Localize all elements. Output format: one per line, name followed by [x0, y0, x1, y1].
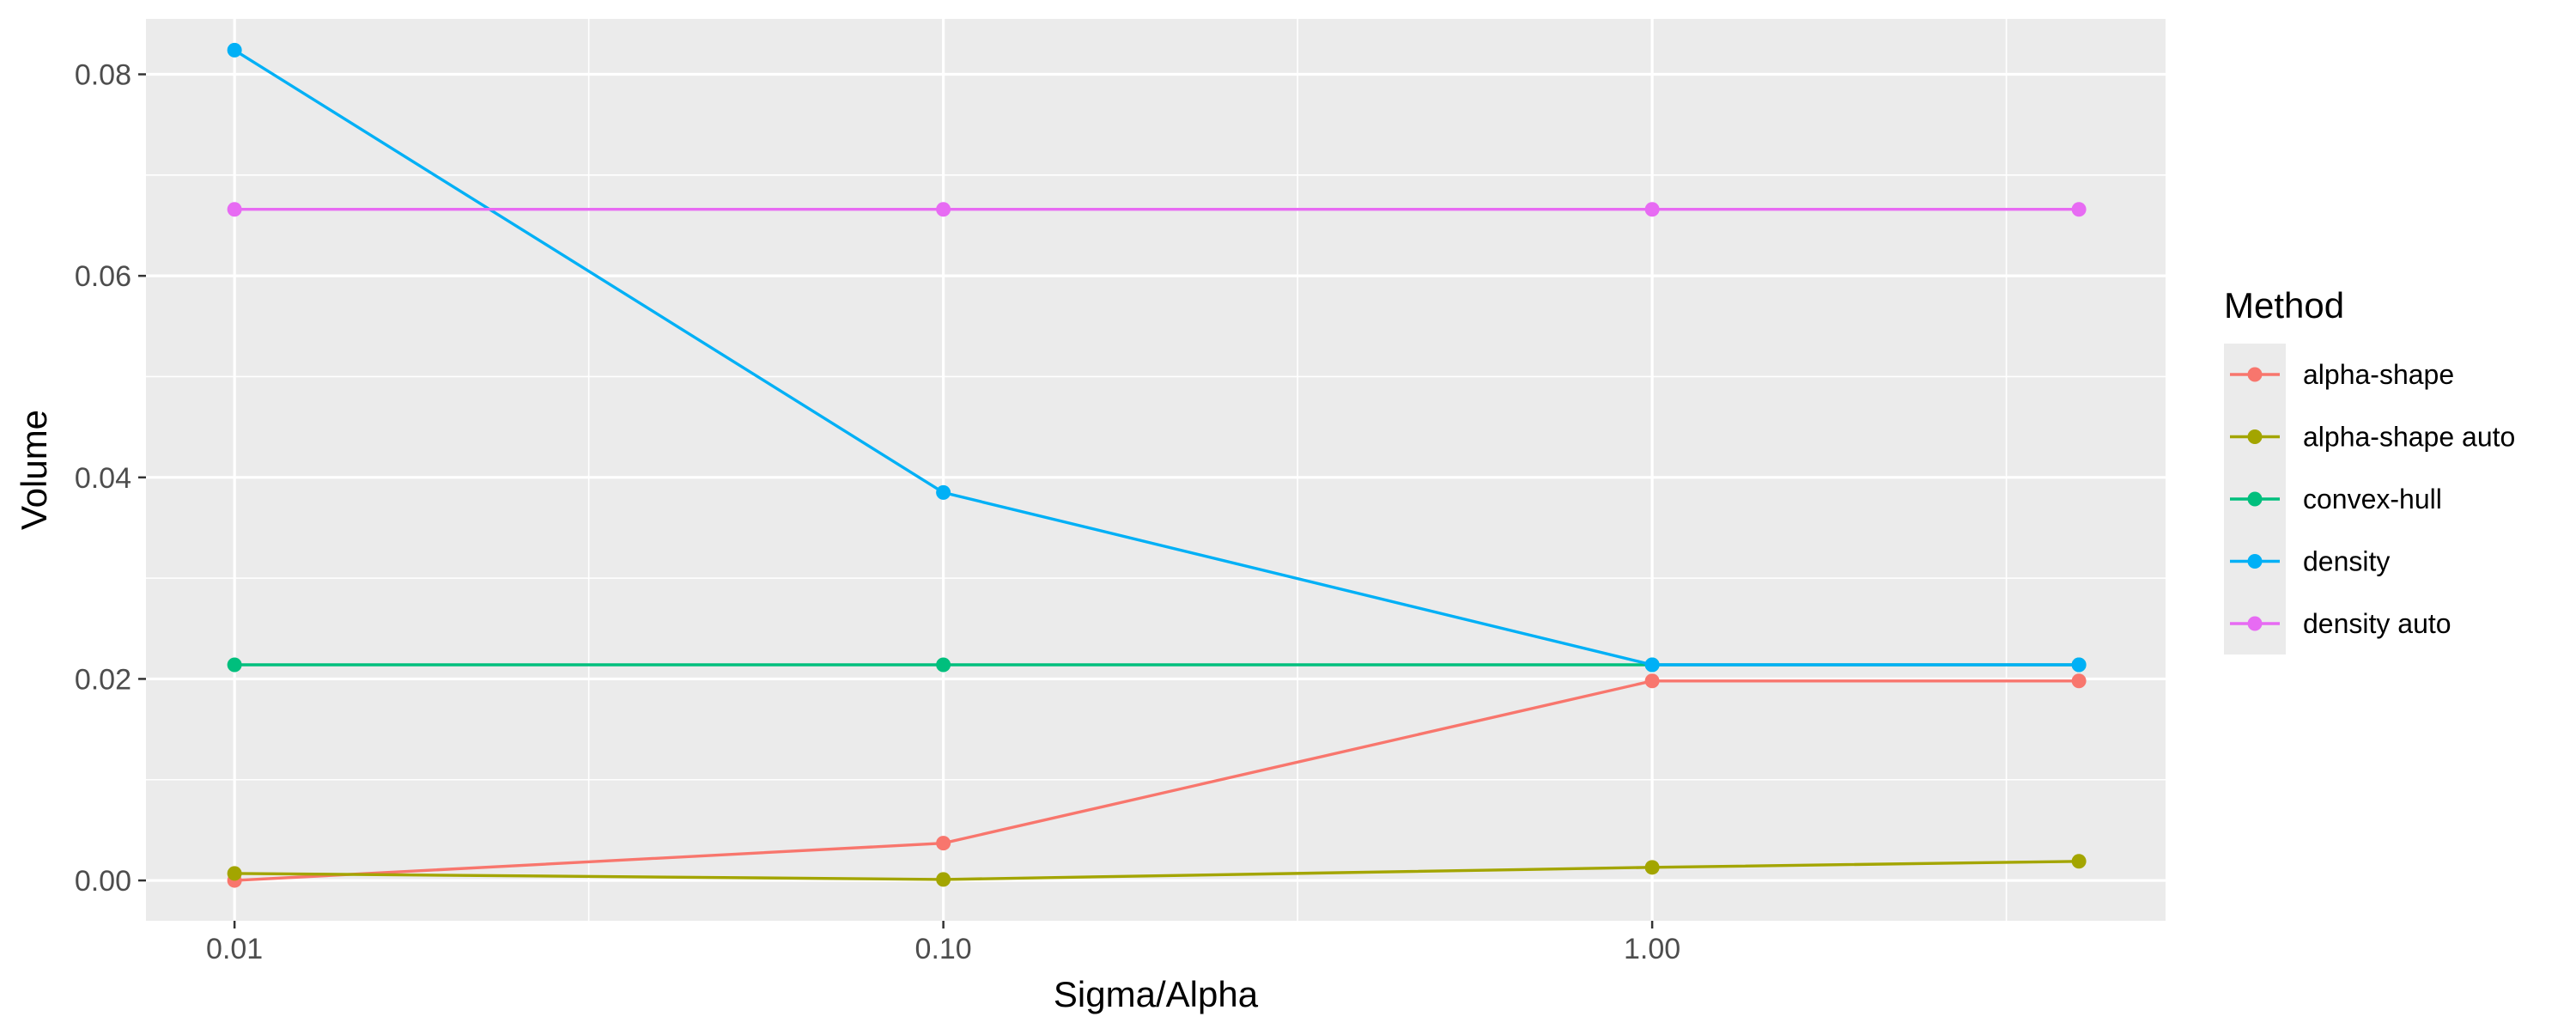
y-tick-label: 0.08 [75, 59, 131, 92]
data-point [936, 202, 951, 217]
data-point [1644, 673, 1660, 689]
legend-label: density [2303, 546, 2390, 577]
legend-item: density auto [2230, 608, 2451, 639]
data-point [936, 484, 951, 500]
legend-item: alpha-shape auto [2230, 422, 2515, 453]
series-density-auto [227, 202, 2087, 217]
y-tick-label: 0.06 [75, 260, 131, 293]
plot-panel [146, 19, 2166, 921]
data-point [1644, 657, 1660, 673]
legend-label: density auto [2303, 608, 2451, 639]
data-point [227, 42, 242, 58]
data-point [227, 657, 242, 673]
y-tick-label: 0.00 [75, 865, 131, 898]
data-point [227, 866, 242, 881]
legend-label: convex-hull [2303, 484, 2442, 514]
data-point [936, 657, 951, 673]
series-line [234, 860, 2080, 881]
data-point [2071, 673, 2087, 689]
data-point [2071, 202, 2087, 217]
y-tick-label: 0.04 [75, 462, 131, 495]
legend-key-point [2247, 554, 2263, 569]
legend-label: alpha-shape [2303, 359, 2454, 390]
x-tick-label: 0.01 [206, 933, 263, 965]
x-tick-label: 0.10 [915, 933, 972, 965]
data-point [936, 836, 951, 851]
series-layer [227, 42, 2087, 888]
x-axis-title: Sigma/Alpha [1054, 974, 1259, 1014]
legend-key-point [2247, 491, 2263, 507]
major-gridlines [146, 19, 2166, 921]
legend-item: alpha-shape [2230, 359, 2454, 390]
y-tick-label: 0.02 [75, 663, 131, 696]
y-axis-title: Volume [14, 410, 54, 530]
series-line [234, 679, 2080, 882]
x-tick-label: 1.00 [1624, 933, 1680, 965]
data-point [227, 202, 242, 217]
minor-gridlines [146, 19, 2166, 921]
series-alpha-shape-auto [227, 854, 2087, 887]
data-point [2071, 657, 2087, 673]
y-axis: 0.00 0.02 0.04 0.06 0.08 [75, 59, 146, 898]
legend-key-point [2247, 616, 2263, 631]
data-point [1644, 860, 1660, 875]
legend-title: Method [2224, 285, 2344, 326]
data-point [2071, 854, 2087, 869]
legend-item: convex-hull [2230, 484, 2442, 514]
legend-key-point [2247, 429, 2263, 444]
legend: Method alpha-shape alpha-shape auto convex… [2224, 285, 2515, 654]
x-axis: 0.01 0.10 1.00 [206, 921, 1680, 965]
series-density [227, 42, 2087, 673]
data-point [1644, 202, 1660, 217]
legend-key-point [2247, 367, 2263, 382]
data-point [936, 872, 951, 887]
legend-item: density [2230, 546, 2390, 577]
legend-label: alpha-shape auto [2303, 422, 2515, 453]
series-line [234, 48, 2080, 667]
